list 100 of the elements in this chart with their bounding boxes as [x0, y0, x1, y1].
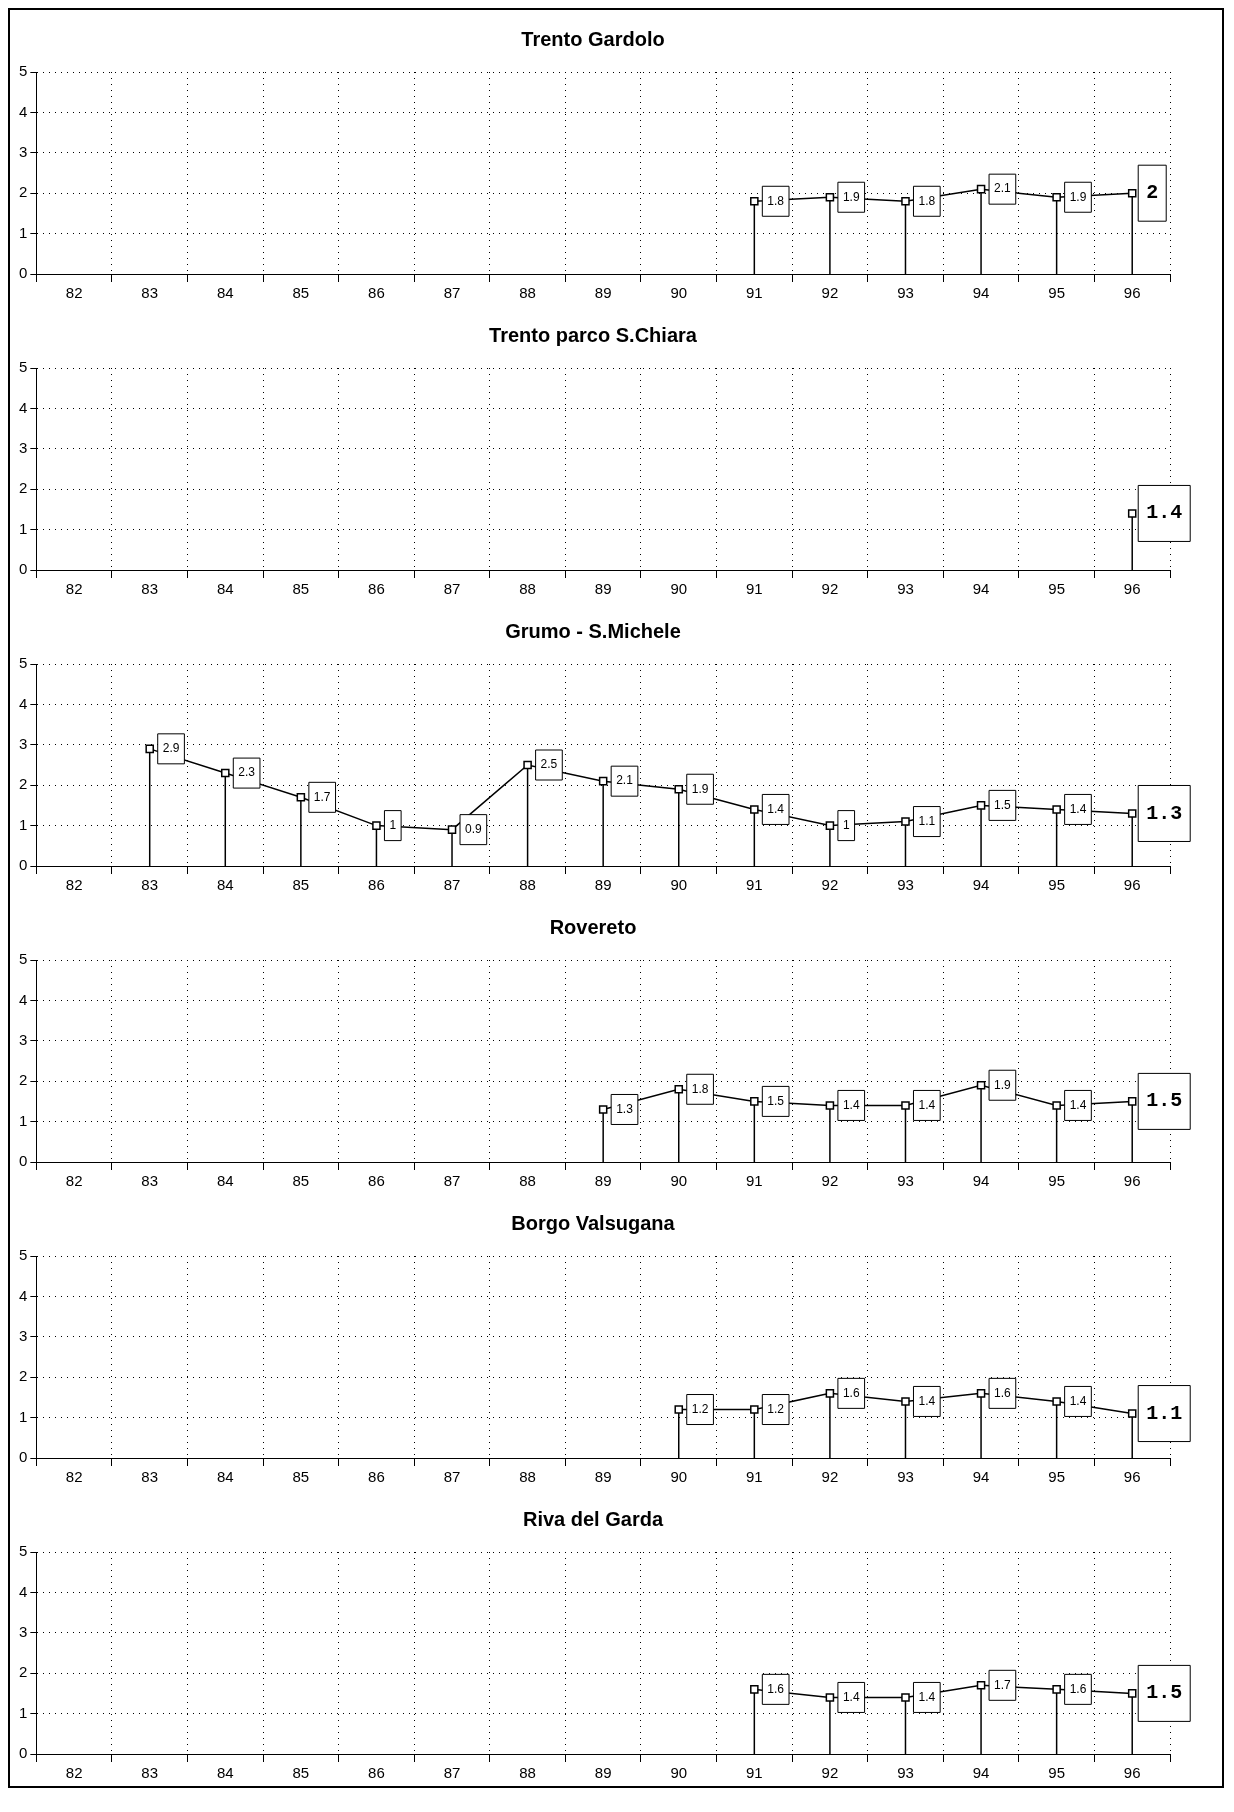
y-tick-label: 4 [19, 694, 28, 712]
data-label: 1.5 [1146, 1089, 1183, 1113]
y-tick-label: 0 [19, 264, 28, 282]
x-tick-label: 91 [745, 1764, 763, 1782]
x-tick-label: 90 [670, 1764, 688, 1782]
data-label: 1.5 [1146, 1681, 1183, 1705]
data-label: 1.2 [767, 1401, 785, 1416]
x-tick-label: 85 [292, 1468, 310, 1486]
data-label: 1.7 [994, 1677, 1012, 1692]
x-tick-label: 84 [216, 1468, 234, 1486]
y-tick-label: 0 [19, 1448, 28, 1466]
x-tick-label: 88 [519, 580, 536, 598]
x-tick-label: 86 [368, 876, 385, 894]
data-label: 1.5 [994, 797, 1012, 812]
x-tick-label: 95 [1048, 1764, 1065, 1782]
data-label: 2.9 [162, 741, 180, 756]
x-tick-label: 88 [519, 876, 536, 894]
data-label: 1.4 [1069, 801, 1087, 816]
x-tick-label: 91 [745, 876, 763, 894]
data-label: 1.4 [767, 801, 785, 816]
x-tick-label: 91 [745, 580, 763, 598]
y-tick-label: 2 [19, 1663, 28, 1681]
x-tick-label: 87 [443, 1172, 461, 1190]
data-label: 1.4 [1069, 1097, 1087, 1112]
y-tick-label: 4 [19, 1582, 28, 1600]
x-tick-label: 83 [141, 580, 159, 598]
y-tick-label: 1 [19, 223, 28, 241]
data-label: 1.9 [691, 781, 709, 796]
x-tick-label: 86 [368, 1172, 385, 1190]
chart-title: Riva del Garda [522, 1507, 664, 1530]
x-tick-label: 92 [821, 1764, 839, 1782]
x-tick-label: 94 [972, 580, 990, 598]
data-label: 1.1 [1146, 1401, 1183, 1425]
x-tick-label: 96 [1123, 284, 1141, 302]
x-tick-label: 89 [594, 1764, 612, 1782]
data-label: 1.4 [918, 1393, 936, 1408]
data-label: 1.6 [1069, 1681, 1087, 1696]
x-tick-label: 84 [216, 580, 234, 598]
x-tick-label: 95 [1048, 1172, 1065, 1190]
data-label: 1.4 [918, 1689, 936, 1704]
x-tick-label: 82 [65, 1172, 83, 1190]
y-tick-label: 1 [19, 1111, 28, 1129]
data-label: 1.4 [918, 1097, 936, 1112]
data-label: 1.3 [616, 1101, 634, 1116]
x-tick-label: 88 [519, 1468, 536, 1486]
x-tick-label: 88 [519, 284, 536, 302]
y-tick-label: 5 [19, 358, 28, 376]
x-tick-label: 83 [141, 1764, 159, 1782]
x-tick-label: 90 [670, 1172, 688, 1190]
x-tick-label: 85 [292, 1764, 310, 1782]
x-tick-label: 83 [141, 1468, 159, 1486]
x-tick-label: 92 [821, 1172, 839, 1190]
data-label: 1.3 [1146, 801, 1183, 825]
x-tick-label: 84 [216, 284, 234, 302]
y-tick-label: 2 [19, 775, 28, 793]
data-label: 1.9 [994, 1077, 1012, 1092]
x-tick-label: 96 [1123, 1468, 1141, 1486]
data-label: 2 [1146, 181, 1159, 205]
y-tick-label: 2 [19, 1071, 28, 1089]
data-label: 1.9 [1069, 189, 1087, 204]
x-tick-label: 91 [745, 1468, 763, 1486]
x-tick-label: 82 [65, 1468, 83, 1486]
x-tick-label: 86 [368, 580, 385, 598]
x-tick-label: 87 [443, 1764, 461, 1782]
x-tick-label: 88 [519, 1172, 536, 1190]
x-tick-label: 93 [897, 1172, 914, 1190]
x-tick-label: 92 [821, 284, 839, 302]
x-tick-label: 90 [670, 876, 688, 894]
y-tick-label: 0 [19, 1152, 28, 1170]
chart-title: Rovereto [549, 915, 637, 938]
x-tick-label: 93 [897, 284, 914, 302]
y-tick-label: 3 [19, 734, 28, 752]
data-label: 1.4 [1146, 501, 1183, 525]
x-tick-label: 92 [821, 1468, 839, 1486]
data-label: 1.7 [313, 789, 331, 804]
y-tick-label: 3 [19, 1030, 28, 1048]
x-tick-label: 93 [897, 1468, 914, 1486]
y-tick-label: 4 [19, 1286, 28, 1304]
y-tick-label: 1 [19, 519, 28, 537]
x-tick-label: 95 [1048, 284, 1065, 302]
y-tick-label: 1 [19, 815, 28, 833]
y-tick-label: 5 [19, 950, 28, 968]
x-tick-label: 87 [443, 1468, 461, 1486]
y-tick-label: 4 [19, 102, 28, 120]
x-tick-label: 96 [1123, 580, 1141, 598]
x-tick-label: 82 [65, 876, 83, 894]
chart-title: Trento parco S.Chiara [489, 323, 698, 346]
x-tick-label: 94 [972, 1172, 990, 1190]
data-label: 1.8 [918, 193, 936, 208]
x-tick-label: 86 [368, 1468, 385, 1486]
x-tick-label: 90 [670, 580, 688, 598]
y-tick-label: 5 [19, 62, 28, 80]
data-label: 2.5 [540, 757, 558, 772]
x-tick-label: 84 [216, 876, 234, 894]
x-tick-label: 85 [292, 580, 310, 598]
x-tick-label: 96 [1123, 876, 1141, 894]
x-tick-label: 94 [972, 1764, 990, 1782]
chart-title: Borgo Valsugana [511, 1211, 676, 1234]
data-label: 1 [389, 817, 397, 832]
x-tick-label: 93 [897, 876, 914, 894]
